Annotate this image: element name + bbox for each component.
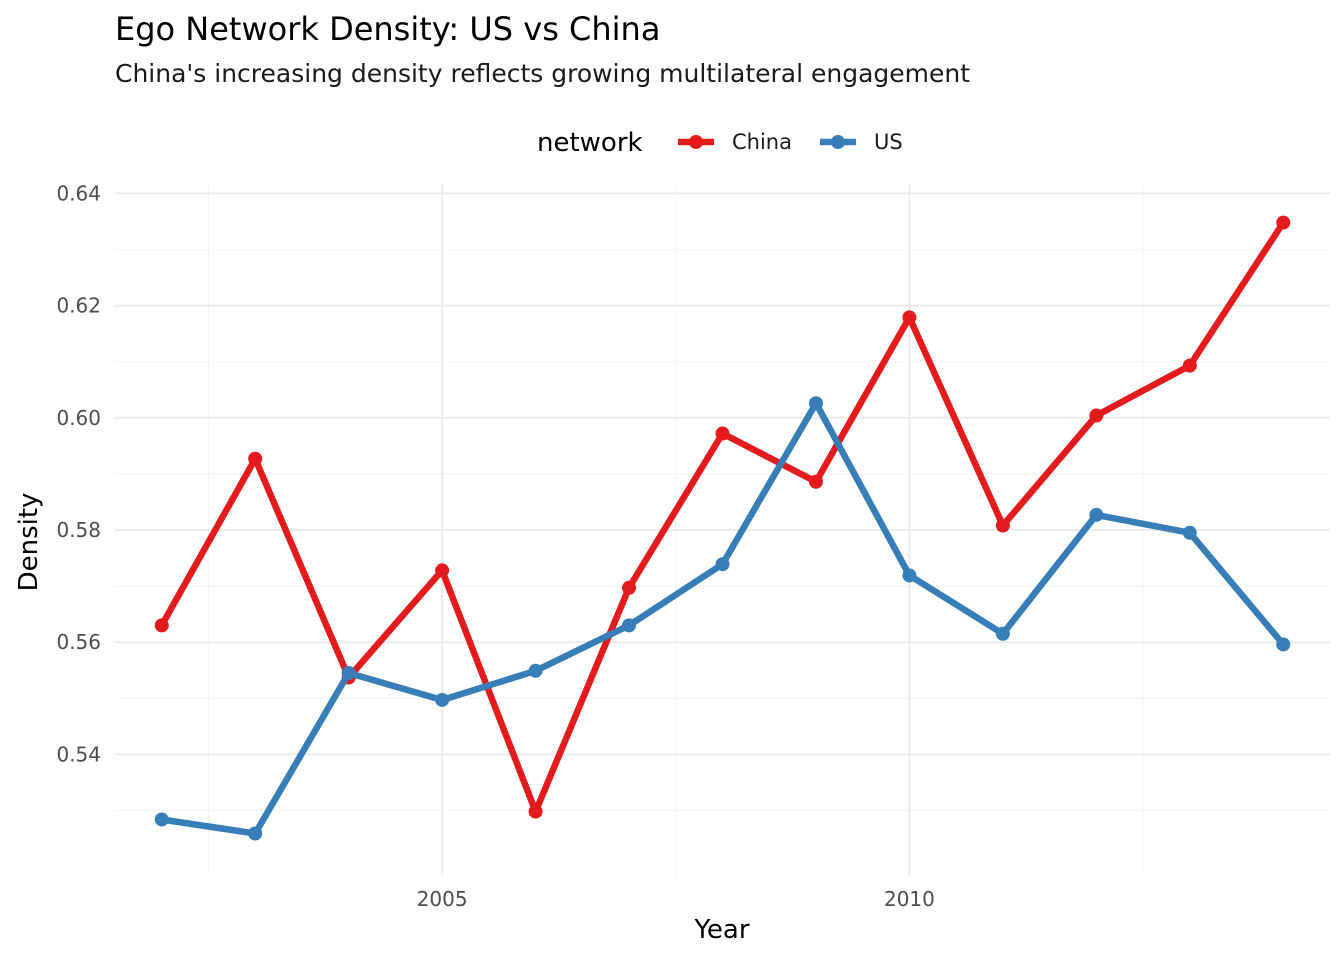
y-tick-label: 0.62 (56, 294, 101, 318)
x-tick-label: 2010 (884, 887, 935, 911)
data-point (622, 618, 637, 633)
x-axis-title: Year (693, 915, 749, 945)
data-point (902, 568, 917, 583)
data-point (528, 804, 543, 819)
legend-label: US (874, 130, 903, 154)
data-point (1089, 507, 1104, 522)
data-point (1182, 525, 1197, 540)
data-point (1276, 637, 1291, 652)
legend-item-us: US (820, 130, 903, 154)
data-point (622, 580, 637, 595)
axes: 0.54 0.56 0.58 0.60 0.62 0.64 2005 2010 (56, 181, 934, 911)
y-tick-label: 0.58 (56, 518, 101, 542)
y-axis-title: Density (14, 493, 44, 592)
data-point (435, 692, 450, 707)
data-point (1089, 408, 1104, 423)
y-tick-label: 0.56 (56, 630, 101, 654)
data-point (154, 618, 169, 633)
series (154, 215, 1291, 841)
data-point (995, 626, 1010, 641)
legend-title: network (537, 128, 643, 158)
series-us (154, 396, 1291, 841)
series-line-us (161, 399, 1286, 837)
data-point (715, 557, 730, 572)
data-point (1276, 215, 1291, 230)
data-point (248, 451, 263, 466)
data-point (528, 663, 543, 678)
legend-key-point (689, 135, 703, 149)
data-point (154, 812, 169, 827)
legend: network China US (537, 128, 903, 158)
data-point (902, 310, 917, 325)
legend-key-point (831, 135, 845, 149)
chart-subtitle: China's increasing density reflects grow… (115, 59, 970, 88)
data-point (1182, 358, 1197, 373)
legend-item-china: China (678, 130, 792, 154)
data-point (808, 474, 823, 489)
data-point (715, 426, 730, 441)
data-point (808, 396, 823, 411)
y-tick-label: 0.54 (56, 742, 101, 766)
chart-title: Ego Network Density: US vs China (115, 10, 660, 48)
data-point (248, 826, 263, 841)
y-tick-label: 0.60 (56, 406, 101, 430)
data-point (435, 563, 450, 578)
legend-label: China (732, 130, 792, 154)
data-point (341, 666, 356, 681)
grid (115, 185, 1330, 875)
data-point (995, 518, 1010, 533)
y-tick-label: 0.64 (56, 181, 101, 205)
x-tick-label: 2005 (417, 887, 468, 911)
